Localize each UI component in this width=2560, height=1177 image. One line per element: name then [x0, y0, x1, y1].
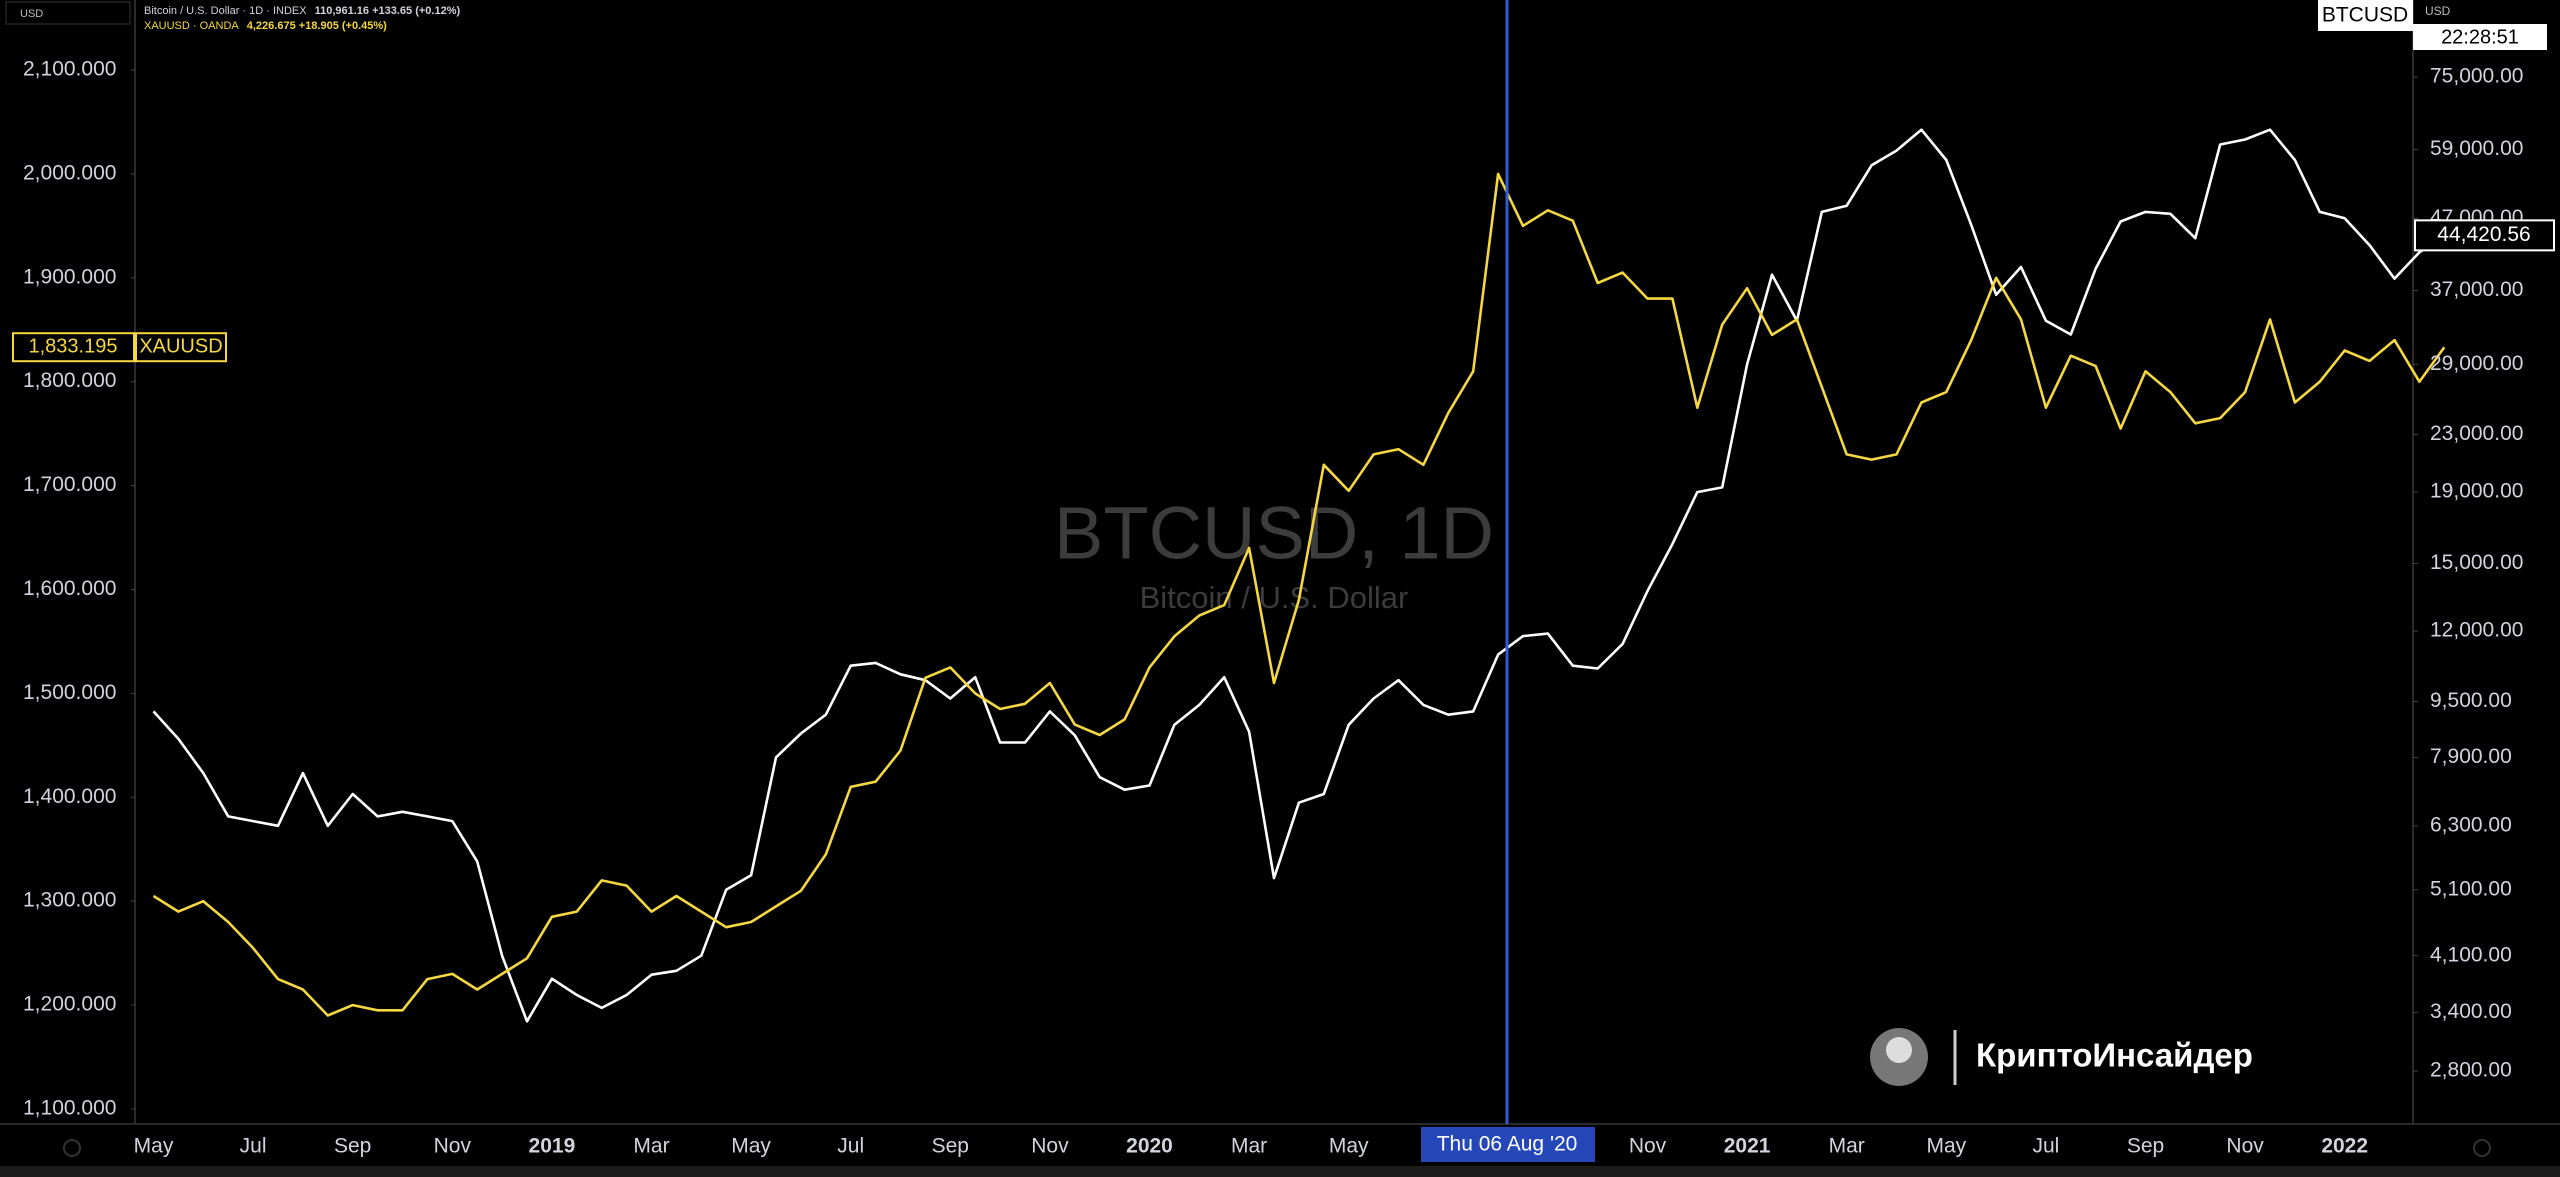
last-value-box: [2414, 219, 2555, 252]
x-tick-label: 2021: [1724, 1135, 1771, 1158]
crosshair-label: Thu 06 Aug '20: [1437, 1133, 1578, 1156]
x-tick-label: May: [731, 1135, 771, 1158]
series-tag-box: [2318, 0, 2413, 31]
series-tag: BTCUSD: [2322, 4, 2408, 27]
y-tick-label: 1,600.000: [23, 577, 116, 600]
y2-tick-label: 2,800.00: [2430, 1059, 2512, 1082]
series-tag-box: [135, 332, 227, 363]
y-tick-label: 1,400.000: [23, 785, 116, 808]
unit-label: USD: [2425, 4, 2451, 18]
x-tick-label: Mar: [633, 1135, 669, 1158]
y2-tick-label: 15,000.00: [2430, 551, 2523, 574]
series-line: [152, 128, 2446, 1023]
y-tick-label: 2,100.000: [23, 58, 116, 81]
last-value-box: [12, 332, 135, 363]
x-tick-label: Sep: [334, 1135, 371, 1158]
y-tick-label: 2,000.000: [23, 161, 116, 184]
y-tick-label: 1,300.000: [23, 889, 116, 912]
legend-name: XAUUSD · OANDA: [144, 20, 239, 32]
clock: 22:28:51: [2441, 26, 2519, 48]
y2-tick-label: 7,900.00: [2430, 745, 2512, 768]
legend-values: 4,226.675 +18.905 (+0.45%): [247, 20, 387, 32]
y2-tick-label: 9,500.00: [2430, 689, 2512, 712]
x-tick-label: Sep: [932, 1135, 969, 1158]
x-tick-label: May: [1329, 1135, 1369, 1158]
x-tick-label: Nov: [1031, 1135, 1069, 1158]
plot-area: [152, 128, 2446, 1023]
x-tick-label: Nov: [434, 1135, 472, 1158]
watermark-title: BTCUSD, 1D: [1054, 492, 1494, 575]
axis-icon: [2473, 1139, 2491, 1157]
x-tick-label: Nov: [2226, 1135, 2264, 1158]
y-tick-label: 1,700.000: [23, 473, 116, 496]
x-tick-label: Jul: [240, 1135, 267, 1158]
x-tick-label: May: [1926, 1135, 1966, 1158]
x-tick-label: Sep: [2127, 1135, 2164, 1158]
x-tick-label: Nov: [1629, 1135, 1667, 1158]
y2-tick-label: 5,100.00: [2430, 877, 2512, 900]
last-value-label: 1,833.195: [29, 335, 118, 357]
x-tick-label: May: [134, 1135, 174, 1158]
y2-tick-label: 37,000.00: [2430, 278, 2523, 301]
bottom-bar: [0, 1166, 2560, 1177]
y2-tick-label: 12,000.00: [2430, 619, 2523, 642]
y2-tick-label: 4,100.00: [2430, 943, 2512, 966]
crosshair-label-box: [1421, 1127, 1595, 1162]
x-tick-label: Jul: [2032, 1135, 2059, 1158]
unit-box: [5, 1, 131, 25]
x-tick-label: 2020: [1126, 1135, 1173, 1158]
y-tick-label: 1,100.000: [23, 1097, 116, 1120]
legend-values: 110,961.16 +133.65 (+0.12%): [315, 5, 461, 17]
y2-tick-label: 6,300.00: [2430, 813, 2512, 836]
brand-text: КриптоИнсайдер: [1976, 1037, 2253, 1074]
brand-logo-detail: [1886, 1037, 1912, 1063]
y-tick-label: 1,800.000: [23, 369, 116, 392]
watermark-subtitle: Bitcoin / U.S. Dollar: [1140, 580, 1409, 615]
x-tick-label: Jul: [837, 1135, 864, 1158]
y-tick-label: 1,500.000: [23, 681, 116, 704]
y2-tick-label: 19,000.00: [2430, 480, 2523, 503]
unit-label: USD: [20, 8, 43, 20]
y2-tick-label: 75,000.00: [2430, 65, 2523, 88]
series-tag: XAUUSD: [139, 335, 222, 357]
y2-tick-label: 59,000.00: [2430, 137, 2523, 160]
legend-name: Bitcoin / U.S. Dollar · 1D · INDEX: [144, 5, 307, 17]
x-tick-label: Mar: [1829, 1135, 1865, 1158]
y-tick-label: 1,900.000: [23, 265, 116, 288]
y2-tick-label: 29,000.00: [2430, 352, 2523, 375]
last-value-label: 44,420.56: [2437, 223, 2530, 246]
x-tick-label: 2022: [2321, 1135, 2368, 1158]
x-tick-label: 2019: [529, 1135, 576, 1158]
y2-tick-label: 3,400.00: [2430, 1000, 2512, 1023]
axis-icon: [63, 1139, 81, 1157]
y2-tick-label: 23,000.00: [2430, 422, 2523, 445]
clock-box: [2413, 24, 2547, 50]
x-tick-label: Mar: [1231, 1135, 1267, 1158]
series-line: [152, 172, 2446, 1017]
y-tick-label: 1,200.000: [23, 993, 116, 1016]
